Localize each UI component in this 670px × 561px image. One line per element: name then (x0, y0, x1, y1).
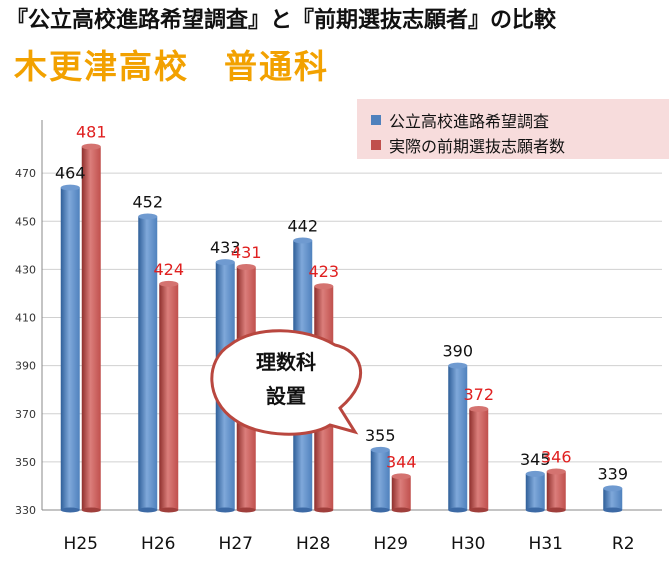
bar-base-series2 (391, 507, 411, 513)
callout-bubble (210, 329, 362, 436)
y-tick-label: 330 (15, 504, 36, 517)
data-label-series2: 431 (231, 243, 262, 262)
data-label-series1: 452 (132, 192, 163, 211)
data-label-series1: 442 (287, 217, 318, 236)
bar-series1 (138, 216, 158, 510)
y-tick-label: 370 (15, 408, 36, 421)
data-label-series1: 345 (520, 450, 551, 469)
bar-base-series2 (469, 507, 489, 513)
legend-swatch-series2 (371, 140, 381, 150)
legend-label-series1: 公立高校進路希望調査 (389, 112, 550, 131)
bar-top-series1 (370, 446, 390, 453)
y-tick-label: 410 (15, 312, 36, 325)
x-tick-label: H30 (451, 534, 485, 554)
y-tick-label: 430 (15, 263, 36, 276)
bar-base-series1 (138, 507, 158, 513)
callout-text: 理数科 設置 (226, 345, 346, 413)
bar-base-series1 (448, 507, 468, 513)
data-label-series2: 424 (153, 260, 184, 279)
y-tick-label: 470 (15, 167, 36, 180)
y-tick-label: 450 (15, 215, 36, 228)
x-tick-label: H31 (529, 534, 563, 554)
bar-series2 (469, 408, 489, 510)
bar-series1 (370, 449, 390, 510)
legend-item-series2: 実際の前期選抜志願者数 (371, 133, 565, 157)
y-tick-label: 390 (15, 360, 36, 373)
legend-label-series2: 実際の前期選抜志願者数 (389, 137, 566, 156)
callout-line1: 理数科 (256, 350, 316, 374)
callout-bubble-shape (210, 329, 362, 436)
bar-top-series2 (81, 143, 101, 150)
bar-top-series1 (448, 362, 468, 369)
data-label-series1: 433 (210, 238, 241, 257)
bar-series1 (448, 365, 468, 510)
legend: 公立高校進路希望調査 実際の前期選抜志願者数 (357, 99, 669, 159)
data-label-series1: 390 (442, 342, 473, 361)
axes: 330 350 370 390 410 430 450 470 H25 H26 H27 H28 H29 H… (15, 120, 662, 554)
bar-series1 (603, 488, 623, 510)
bar-series1 (60, 187, 80, 510)
bar-base-series1 (603, 507, 623, 513)
bar-top-series1 (293, 237, 313, 244)
bar-series2 (81, 146, 101, 510)
chart-subtitle: 木更津高校 普通科 (14, 47, 329, 86)
data-labels: 464 452 433 442 355 390 345 339 481 424 431 423 344 3… (55, 123, 628, 484)
data-label-series2: 481 (76, 123, 107, 142)
x-tick-label: H26 (141, 534, 175, 554)
bar-top-series1 (60, 184, 80, 191)
data-label-series2: 344 (386, 452, 417, 471)
legend-item-series1: 公立高校進路希望調査 (371, 108, 549, 132)
x-tick-label: H28 (296, 534, 330, 554)
bar-base-series1 (293, 507, 313, 513)
bar-series2 (546, 471, 566, 510)
bar-base-series1 (370, 507, 390, 513)
data-label-series1: 339 (597, 464, 628, 483)
data-label-series2: 346 (541, 448, 572, 467)
bars (60, 143, 623, 513)
x-tick-label: H29 (374, 534, 408, 554)
bar-base-series2 (314, 507, 334, 513)
data-label-series1: 355 (365, 426, 396, 445)
bar-series1 (525, 473, 545, 510)
bar-series2 (391, 476, 411, 510)
bar-top-series2 (546, 468, 566, 475)
data-label-series2: 423 (308, 262, 339, 281)
x-tick-label: R2 (612, 534, 635, 554)
bar-base-series1 (215, 507, 235, 513)
bar-top-series2 (159, 280, 179, 287)
bar-base-series2 (236, 507, 256, 513)
bar-top-series2 (314, 283, 334, 290)
bar-base-series1 (60, 507, 80, 513)
bar-base-series2 (159, 507, 179, 513)
legend-swatch-series1 (371, 115, 381, 125)
data-label-series1: 464 (55, 164, 86, 183)
chart-title: 『公立高校進路希望調査』と『前期選抜志願者』の比較 (6, 8, 557, 33)
callout-line2: 設置 (266, 384, 306, 408)
bar-top-series1 (525, 470, 545, 477)
data-label-series2: 372 (463, 385, 494, 404)
y-tick-label: 350 (15, 456, 36, 469)
bar-top-series1 (215, 259, 235, 266)
bar-base-series1 (525, 507, 545, 513)
bar-top-series2 (469, 405, 489, 412)
bar-top-series1 (603, 485, 623, 492)
bar-top-series2 (236, 263, 256, 270)
bar-base-series2 (546, 507, 566, 513)
bar-series2 (159, 283, 179, 510)
x-tick-label: H25 (64, 534, 98, 554)
bar-base-series2 (81, 507, 101, 513)
x-tick-label: H27 (219, 534, 253, 554)
bar-top-series2 (391, 473, 411, 480)
bar-top-series1 (138, 213, 158, 220)
